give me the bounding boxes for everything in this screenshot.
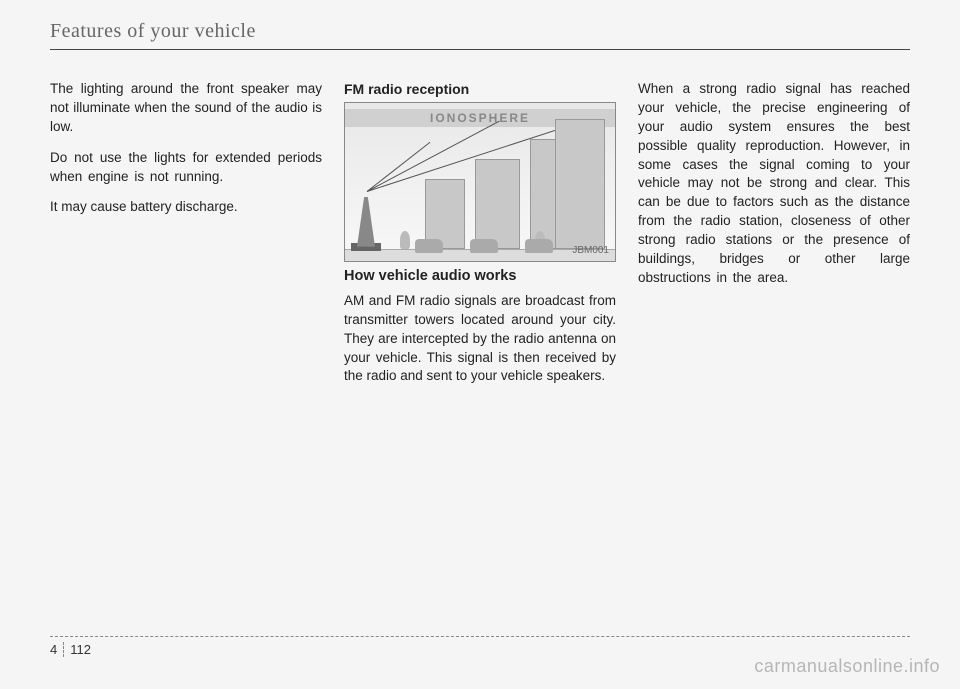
paragraph: Do not use the lights for extended perio… (50, 149, 322, 187)
watermark: carmanualsonline.info (754, 656, 940, 677)
radio-tower-icon (357, 197, 375, 247)
column-3: When a strong radio signal has reached y… (638, 80, 910, 398)
manual-page: Features of your vehicle The lighting ar… (0, 0, 960, 689)
fm-reception-figure: IONOSPHERE JBM001 (344, 102, 616, 262)
content-columns: The lighting around the front speaker ma… (50, 80, 910, 398)
tree-icon (400, 231, 410, 249)
header-rule (50, 49, 910, 50)
section-title: Features of your vehicle (50, 20, 256, 43)
paragraph: The lighting around the front speaker ma… (50, 80, 322, 137)
figure-title: FM radio reception (344, 80, 616, 100)
page-number: 112 (64, 642, 91, 657)
chapter-number: 4 (50, 642, 64, 657)
car-icon (470, 239, 498, 253)
paragraph: AM and FM radio signals are broadcast fr… (344, 292, 616, 386)
signal-line (367, 141, 431, 191)
paragraph: It may cause battery discharge. (50, 198, 322, 217)
header-row: Features of your vehicle (50, 20, 910, 43)
car-icon (525, 239, 553, 253)
building-icon (475, 159, 520, 249)
column-2: FM radio reception IONOSPHERE JBM (344, 80, 616, 398)
footer-inner: 4 112 (50, 642, 91, 657)
column-1: The lighting around the front speaker ma… (50, 80, 322, 398)
figure-code: JBM001 (572, 244, 609, 258)
subheading: How vehicle audio works (344, 266, 616, 286)
paragraph: When a strong radio signal has reached y… (638, 80, 910, 288)
building-icon (555, 119, 605, 249)
car-icon (415, 239, 443, 253)
